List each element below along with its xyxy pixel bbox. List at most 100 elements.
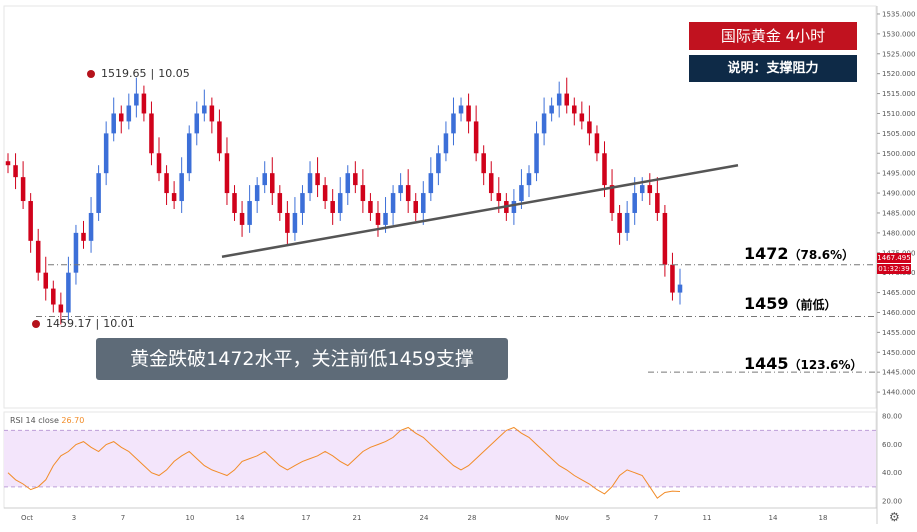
- candle-body: [81, 232, 86, 241]
- chart-note: 说明：支撑阻力: [689, 55, 857, 82]
- rsi-name: RSI 14 close: [10, 416, 59, 425]
- level-main: 1459: [744, 294, 789, 313]
- x-tick-label: 14: [769, 514, 778, 522]
- y-tick-label: 1440.000: [882, 389, 915, 397]
- candle-body: [609, 185, 615, 213]
- rsi-y-axis: 80.00 60.00 40.00 20.00: [882, 413, 902, 506]
- candle-body: [126, 105, 132, 122]
- candle-body: [28, 201, 33, 241]
- candle-body: [239, 212, 245, 225]
- candle-body: [202, 105, 207, 114]
- candle-body: [194, 113, 200, 134]
- candle-body: [624, 212, 630, 233]
- rsi-tick-label: 80.00: [882, 413, 902, 421]
- y-tick-label: 1490.000: [882, 190, 915, 198]
- low-dot-icon: [32, 320, 40, 328]
- candle-body: [141, 93, 147, 114]
- candle-body: [88, 212, 94, 241]
- x-tick-label: 7: [654, 514, 658, 522]
- candle-body: [209, 105, 215, 122]
- candle-body: [451, 113, 456, 134]
- candle-body: [118, 113, 124, 122]
- level-sub: （前低）: [788, 298, 837, 312]
- candle-body: [217, 121, 222, 154]
- candle-body: [413, 201, 418, 213]
- analysis-banner: 黄金跌破1472水平，关注前低1459支撑: [96, 338, 508, 380]
- candle-body: [5, 161, 11, 166]
- candle-body: [594, 133, 600, 154]
- candle-body: [224, 153, 230, 194]
- candles: [5, 77, 683, 325]
- x-tick-label: Nov: [555, 514, 569, 522]
- candle-body: [164, 173, 169, 194]
- level-lines: [36, 264, 876, 373]
- candle-body: [677, 284, 683, 293]
- last-price-tag: 1467.495: [877, 253, 911, 263]
- candle-body: [307, 173, 313, 194]
- y-tick-label: 1500.000: [882, 150, 915, 158]
- y-tick-label: 1530.000: [882, 30, 915, 38]
- candle-body: [526, 173, 532, 186]
- gear-icon[interactable]: ⚙: [889, 510, 900, 524]
- rsi-band: [4, 429, 876, 488]
- trendline-segment: [221, 163, 739, 258]
- candle-body: [66, 272, 71, 313]
- high-dot-icon: [87, 70, 95, 78]
- countdown-tag: 01:32:39: [877, 264, 911, 274]
- candle-body: [670, 264, 675, 293]
- low-pct: 10.01: [103, 317, 135, 330]
- candle-body: [285, 212, 290, 233]
- candle-body: [398, 185, 403, 194]
- rsi-tick-label: 40.00: [882, 469, 902, 477]
- rsi-polyline: [7, 426, 681, 499]
- candle-body: [300, 193, 305, 213]
- candle-body: [390, 193, 396, 213]
- x-tick-label: 24: [420, 514, 429, 522]
- rsi-value: 26.70: [61, 416, 85, 425]
- candle-body: [405, 185, 411, 202]
- candle-body: [572, 105, 577, 114]
- separator: |: [95, 317, 100, 330]
- low-annotation: 1459.17 | 10.01: [32, 317, 135, 330]
- y-tick-label: 1495.000: [882, 170, 915, 178]
- x-axis: Oct 3 7 10 14 17 21 24 28 Nov 5 7 11 14 18: [21, 514, 828, 522]
- level-sub: （123.6%）: [788, 358, 863, 372]
- high-price: 1519.65: [101, 67, 147, 80]
- candle-body: [73, 232, 79, 273]
- candle-body: [315, 173, 320, 186]
- candle-body: [330, 201, 335, 213]
- rsi-tick-label: 60.00: [882, 441, 902, 449]
- candle-body: [632, 193, 637, 213]
- low-price: 1459.17: [46, 317, 92, 330]
- x-tick-label: 17: [302, 514, 311, 522]
- candle-body: [466, 105, 471, 122]
- x-tick-label: Oct: [21, 514, 33, 522]
- candle-body: [134, 93, 139, 106]
- x-tick-label: 21: [353, 514, 362, 522]
- candle-body: [564, 93, 570, 106]
- trendline: [221, 163, 739, 258]
- candle-body: [171, 193, 177, 202]
- separator: |: [150, 67, 155, 80]
- y-tick-label: 1445.000: [882, 369, 915, 377]
- candle-body: [103, 133, 109, 174]
- candle-body: [655, 193, 660, 213]
- candle-body: [353, 173, 358, 186]
- candle-body: [337, 193, 343, 213]
- x-tick-label: 18: [819, 514, 828, 522]
- y-tick-label: 1480.000: [882, 229, 915, 237]
- candle-body: [383, 212, 388, 225]
- x-tick-label: 7: [121, 514, 125, 522]
- candle-body: [519, 185, 524, 202]
- chart-title: 国际黄金 4小时: [689, 22, 857, 50]
- candle-body: [20, 177, 26, 202]
- y-tick-label: 1450.000: [882, 349, 915, 357]
- candle-body: [375, 212, 381, 225]
- level-sub: （78.6%）: [788, 248, 855, 262]
- candle-body: [111, 113, 116, 134]
- y-tick-label: 1460.000: [882, 309, 915, 317]
- y-tick-label: 1465.000: [882, 289, 915, 297]
- candle-body: [602, 153, 607, 186]
- candle-body: [436, 153, 441, 174]
- candle-body: [617, 212, 622, 233]
